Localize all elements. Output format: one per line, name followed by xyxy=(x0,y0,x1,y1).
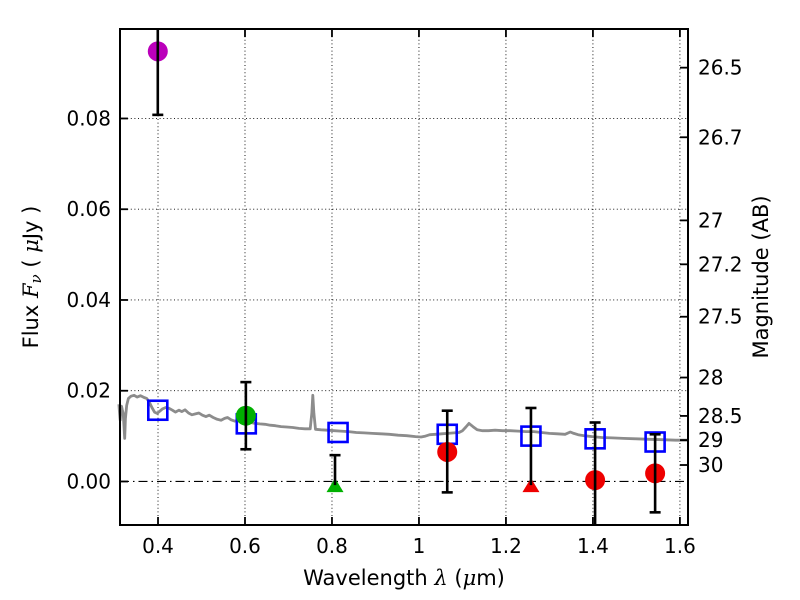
x-tick-label: 1 xyxy=(413,534,426,558)
x-tick-label: 1.2 xyxy=(490,534,522,558)
plot-frame xyxy=(119,28,689,526)
axis-layer: 0.4 0.6 0.8 1 1.2 1.4 1.6 0.00 0.02 0.04 0.06 0.08 2… xyxy=(66,29,743,558)
model-spectrum-line xyxy=(117,393,688,442)
left-y-axis-label: Flux Fν ( μJy ) xyxy=(19,206,45,349)
x-axis-label: Wavelength λ (μm) xyxy=(303,566,505,590)
model-photometry-square xyxy=(327,421,349,444)
y-tick-label: 0.02 xyxy=(66,379,111,403)
data-layer xyxy=(117,29,688,525)
x-tick-label: 0.8 xyxy=(316,534,348,558)
magnitude-tick-label: 28.5 xyxy=(698,404,743,428)
magnitude-tick-label: 27.5 xyxy=(698,305,743,329)
magnitude-tick-label: 29 xyxy=(698,428,723,452)
x-tick-label: 1.4 xyxy=(577,534,609,558)
magnitude-tick-label: 28 xyxy=(698,366,723,390)
y-tick-label: 0.08 xyxy=(66,106,111,130)
x-tick-label: 0.4 xyxy=(142,534,174,558)
y-tick-label: 0.04 xyxy=(66,288,111,312)
magnitude-tick-label: 26.7 xyxy=(698,125,743,149)
y-tick-label: 0.06 xyxy=(66,197,111,221)
grid-layer xyxy=(120,29,688,525)
right-y-axis-label: Magnitude (AB) xyxy=(749,195,773,358)
x-tick-label: 0.6 xyxy=(229,534,261,558)
magnitude-tick-label: 27.2 xyxy=(698,252,743,276)
x-tick-label: 1.6 xyxy=(664,534,696,558)
magnitude-tick-label: 30 xyxy=(698,453,723,477)
magnitude-tick-label: 27 xyxy=(698,208,723,232)
y-tick-label: 0.00 xyxy=(66,469,111,493)
magnitude-tick-label: 26.5 xyxy=(698,56,743,80)
model-photometry-square xyxy=(146,399,169,422)
